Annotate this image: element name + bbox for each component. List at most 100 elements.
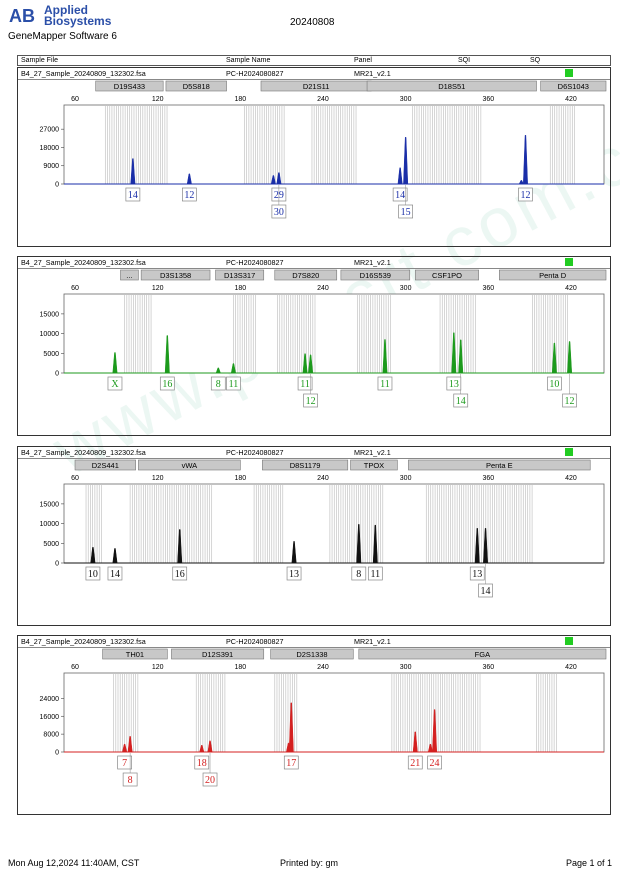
trace-peak — [230, 363, 236, 374]
allele-call-label: 14 — [456, 396, 466, 407]
x-tick-label: 180 — [234, 96, 246, 103]
marker-bar — [366, 80, 537, 92]
x-tick-label: 120 — [152, 664, 164, 671]
x-tick-label: 240 — [317, 475, 329, 482]
y-tick-label: 0 — [55, 182, 59, 189]
x-tick-label: 360 — [482, 475, 494, 482]
trace-peak — [186, 173, 192, 185]
x-tick-label: 120 — [152, 475, 164, 482]
sample-info-row: B4_27_Sample_20240809_132302.fsa PC-H2024… — [18, 257, 610, 269]
y-tick-label: 24000 — [40, 696, 60, 703]
applied-biosystems-logo: AB — [8, 5, 42, 32]
trace-peak — [302, 353, 308, 374]
allele-call-label: 7 — [122, 758, 127, 769]
marker-bar — [74, 459, 136, 471]
trace-peak — [130, 158, 136, 185]
marker-label: TH01 — [126, 650, 144, 659]
trace-peak — [127, 736, 133, 753]
allele-call-label: 12 — [184, 190, 194, 201]
trace-peak — [518, 180, 524, 185]
trace-peak — [458, 339, 464, 374]
allele-call-box — [297, 376, 313, 391]
allele-call-box — [117, 755, 132, 770]
x-tick-label: 180 — [234, 664, 246, 671]
marker-label: Penta E — [486, 461, 513, 470]
allele-call-box — [398, 204, 413, 219]
marker-label: D2S1338 — [296, 650, 327, 659]
trace-peak — [567, 341, 573, 374]
allele-call-label: 14 — [395, 190, 405, 201]
trace-peak — [112, 548, 118, 564]
marker-bar — [274, 269, 338, 281]
allele-call-label: 13 — [449, 379, 459, 390]
y-tick-label: 5000 — [43, 541, 59, 548]
brand-name: Applied Biosystems — [44, 4, 111, 27]
allele-call-label: 10 — [549, 379, 559, 390]
marker-label: ... — [126, 271, 132, 280]
allele-call-label: 11 — [380, 379, 390, 390]
marker-bar — [350, 459, 398, 471]
trace-peak — [177, 529, 183, 564]
marker-label: D18S51 — [438, 82, 465, 91]
trace-peak — [397, 167, 403, 185]
marker-bar — [262, 459, 349, 471]
electropherogram-panel-black: B4_27_Sample_20240809_132302.fsa PC-H2024… — [17, 446, 611, 626]
footer-date: Mon Aug 12,2024 11:40AM, CST — [8, 858, 140, 868]
allele-call-box — [453, 393, 469, 408]
allele-call-box — [367, 566, 383, 581]
allele-call-box — [107, 376, 123, 391]
allele-call-box — [518, 187, 533, 202]
y-tick-label: 8000 — [43, 732, 59, 739]
sample-info-row: B4_27_Sample_20240809_132302.fsa PC-H2024… — [18, 636, 610, 648]
marker-label: D16S539 — [360, 271, 391, 280]
allele-call-label: 14 — [128, 190, 138, 201]
sample-info-row: B4_27_Sample_20240809_132302.fsa PC-H2024… — [18, 447, 610, 459]
allele-call-box — [226, 376, 241, 391]
software-name: GeneMapper Software 6 — [8, 31, 117, 42]
info-sample-file: B4_27_Sample_20240809_132302.fsa — [21, 258, 146, 267]
allele-call-label: 13 — [289, 569, 299, 580]
trace-peak — [288, 702, 294, 753]
marker-label: CSF1PO — [432, 271, 462, 280]
trace-peak — [122, 743, 128, 753]
marker-bar — [140, 269, 211, 281]
sq-quality-flag — [565, 69, 573, 77]
allele-call-label: 21 — [410, 758, 420, 769]
allele-call-box — [392, 187, 408, 202]
allele-call-label: 11 — [300, 379, 310, 390]
allele-call-box — [377, 376, 393, 391]
electropherogram-panel-blue: B4_27_Sample_20240809_132302.fsa PC-H2024… — [17, 67, 611, 247]
x-tick-label: 420 — [565, 664, 577, 671]
trace-peak — [112, 352, 118, 374]
info-panel: MR21_v2.1 — [354, 448, 391, 457]
marker-bar — [120, 269, 139, 281]
x-tick-label: 300 — [400, 96, 412, 103]
marker-label: FGA — [475, 650, 490, 659]
allele-call-label: 14 — [110, 569, 120, 580]
x-tick-label: 180 — [234, 285, 246, 292]
allele-call-label: 14 — [481, 586, 491, 597]
run-date: 20240808 — [290, 17, 335, 28]
allele-call-label: 8 — [128, 775, 133, 786]
allele-call-label: 20 — [205, 775, 215, 786]
allele-call-box — [407, 755, 423, 770]
allele-call-box — [303, 393, 318, 408]
y-tick-label: 0 — [55, 371, 59, 378]
allele-call-label: 11 — [229, 379, 239, 390]
y-tick-label: 27000 — [40, 127, 60, 134]
allele-call-label: 30 — [274, 207, 284, 218]
trace-peak — [356, 524, 362, 564]
trace-peak — [270, 175, 276, 185]
x-tick-label: 180 — [234, 475, 246, 482]
y-tick-label: 18000 — [40, 145, 60, 152]
marker-bar — [540, 80, 607, 92]
allele-call-label: X — [111, 379, 119, 390]
marker-label: D12S391 — [202, 650, 233, 659]
sq-quality-flag — [565, 448, 573, 456]
x-tick-label: 360 — [482, 285, 494, 292]
marker-label: D13S317 — [224, 271, 255, 280]
allele-call-label: 15 — [401, 207, 411, 218]
x-tick-label: 420 — [565, 475, 577, 482]
allele-call-box — [562, 393, 577, 408]
